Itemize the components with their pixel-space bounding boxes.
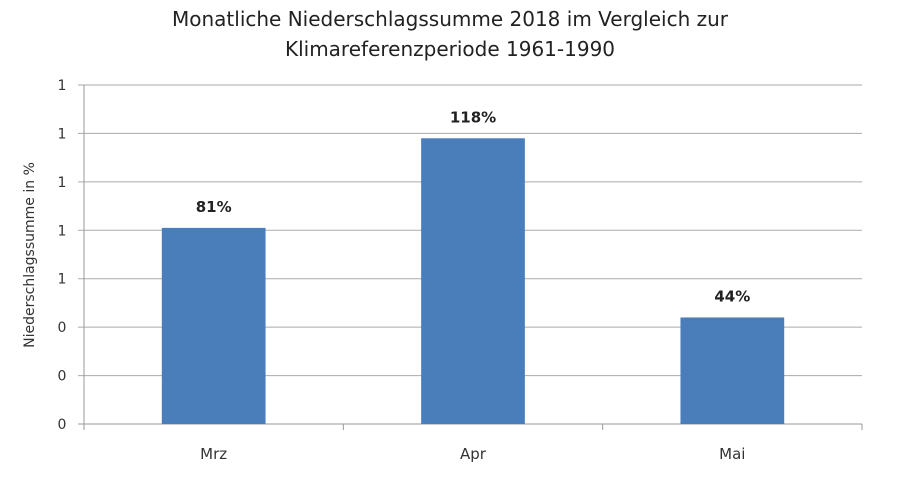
y-tick-label: 1 — [58, 78, 67, 94]
y-tick-label: 1 — [58, 126, 67, 142]
data-label: 44% — [714, 287, 750, 305]
bar-mrz — [161, 227, 266, 424]
y-tick-label: 0 — [58, 369, 67, 385]
x-tick-label: Mai — [719, 445, 745, 463]
x-tick-label: Apr — [460, 445, 487, 463]
y-tick-label: 1 — [58, 175, 67, 191]
data-label: 118% — [450, 108, 496, 126]
chart-title-line-1: Monatliche Niederschlagssumme 2018 im Ve… — [172, 7, 728, 31]
y-tick-label: 1 — [58, 223, 67, 239]
bar-apr — [421, 138, 525, 424]
y-tick-label: 0 — [58, 320, 67, 336]
data-label: 81% — [196, 198, 232, 216]
bar-mai — [680, 317, 785, 424]
x-tick-label: Mrz — [200, 445, 227, 463]
y-tick-label: 1 — [58, 272, 67, 288]
y-tick-label: 0 — [58, 417, 67, 433]
chart-title: Monatliche Niederschlagssumme 2018 im Ve… — [0, 4, 900, 64]
chart-title-line-2: Klimareferenzperiode 1961-1990 — [284, 37, 616, 61]
